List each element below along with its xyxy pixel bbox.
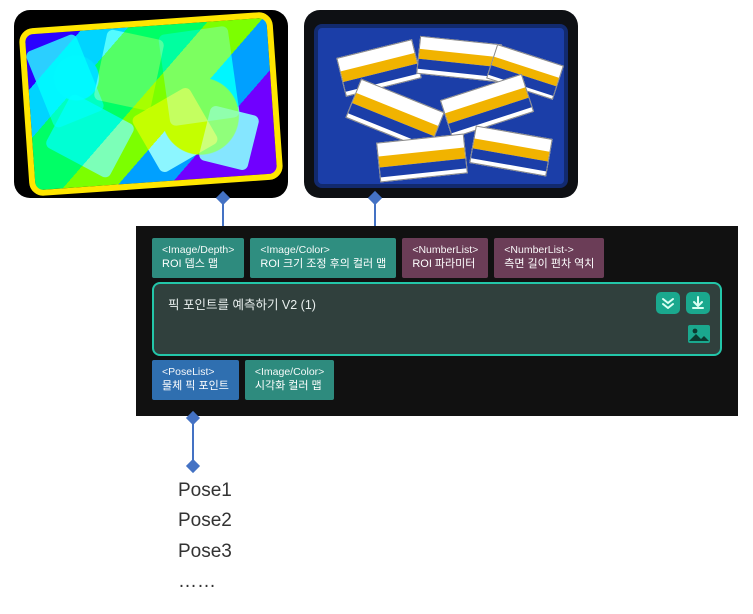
output-port[interactable]: <Image/Color>시각화 컬러 맵 <box>245 360 334 400</box>
pose-output-list: Pose1Pose2Pose3…… <box>178 476 232 598</box>
node-body[interactable]: 픽 포인트를 예측하기 V2 (1) <box>152 282 722 356</box>
pose-entry: Pose2 <box>178 506 232 536</box>
pose-entry: Pose1 <box>178 476 232 506</box>
output-port[interactable]: <PoseList>물체 픽 포인트 <box>152 360 239 400</box>
port-label: 시각화 컬러 맵 <box>255 379 324 394</box>
input-port[interactable]: <NumberList->측면 길이 편차 역치 <box>494 238 604 278</box>
node-editor-panel: <Image/Depth>ROI 뎁스 맵<Image/Color>ROI 크기… <box>136 226 738 416</box>
port-type-tag: <NumberList-> <box>504 243 594 257</box>
port-type-tag: <Image/Depth> <box>162 243 234 257</box>
port-type-tag: <Image/Color> <box>260 243 386 257</box>
port-label: ROI 뎁스 맵 <box>162 257 234 272</box>
color-map-thumbnail <box>304 10 578 198</box>
node-action-icons <box>656 292 710 314</box>
pose-entry: …… <box>178 567 232 597</box>
image-preview-icon[interactable] <box>688 325 710 348</box>
output-port-row: <PoseList>물체 픽 포인트<Image/Color>시각화 컬러 맵 <box>152 360 722 400</box>
port-label: 측면 길이 편차 역치 <box>504 257 594 272</box>
port-label: 물체 픽 포인트 <box>162 379 229 394</box>
input-port[interactable]: <NumberList>ROI 파라미터 <box>402 238 488 278</box>
depth-map-thumbnail <box>14 10 288 198</box>
node-title: 픽 포인트를 예측하기 V2 (1) <box>168 294 316 313</box>
input-port[interactable]: <Image/Depth>ROI 뎁스 맵 <box>152 238 244 278</box>
connector-pose-end-diamond <box>186 459 200 473</box>
port-type-tag: <PoseList> <box>162 365 229 379</box>
input-port[interactable]: <Image/Color>ROI 크기 조정 후의 컬러 맵 <box>250 238 396 278</box>
port-type-tag: <Image/Color> <box>255 365 324 379</box>
pose-entry: Pose3 <box>178 537 232 567</box>
port-label: ROI 파라미터 <box>412 257 478 272</box>
thumbnail-row <box>14 10 578 198</box>
port-label: ROI 크기 조정 후의 컬러 맵 <box>260 257 386 272</box>
download-icon[interactable] <box>686 292 710 314</box>
input-port-row: <Image/Depth>ROI 뎁스 맵<Image/Color>ROI 크기… <box>152 238 722 278</box>
port-type-tag: <NumberList> <box>412 243 478 257</box>
expand-all-icon[interactable] <box>656 292 680 314</box>
